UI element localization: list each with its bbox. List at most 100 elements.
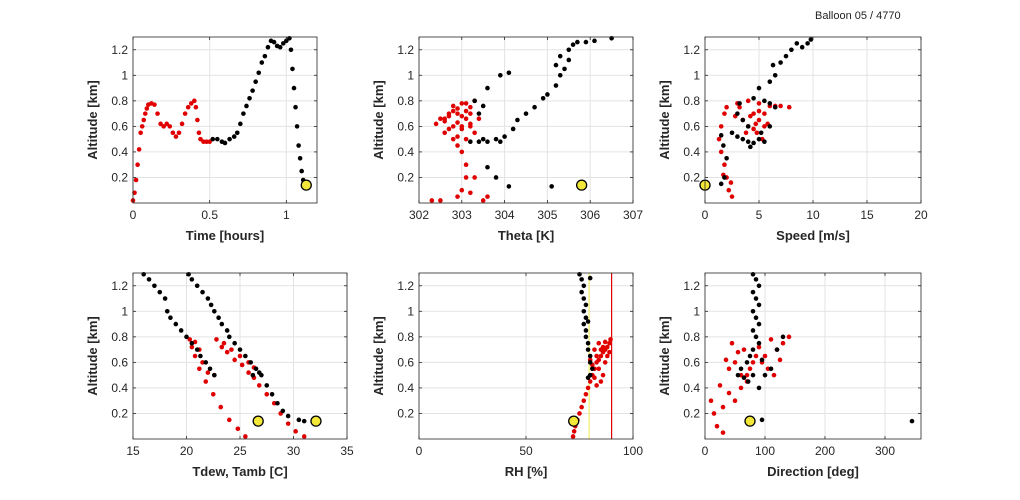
data-point <box>714 423 720 429</box>
data-point <box>745 124 751 129</box>
y-tick-label: 1.2 <box>111 43 128 57</box>
y-tick-label: 0.8 <box>397 94 414 108</box>
data-point <box>241 111 246 116</box>
data-point <box>770 62 776 68</box>
data-point <box>152 102 157 107</box>
data-point <box>750 328 756 333</box>
data-point <box>783 53 789 59</box>
data-point <box>455 120 460 125</box>
data-point <box>602 360 608 365</box>
data-point <box>229 347 234 352</box>
data-point <box>179 121 185 127</box>
data-point <box>740 136 746 142</box>
data-point <box>745 379 751 384</box>
data-point <box>463 136 469 142</box>
data-point <box>735 111 740 116</box>
series-1 <box>187 337 307 439</box>
data-point <box>446 126 452 132</box>
data-point <box>243 434 248 439</box>
y-tick-label: 0.4 <box>397 145 414 159</box>
data-point <box>459 149 465 155</box>
data-point <box>219 321 225 327</box>
data-point <box>194 347 200 352</box>
data-point <box>506 184 512 189</box>
x-tick-label: 0 <box>702 208 709 222</box>
data-point <box>745 98 751 104</box>
data-point <box>756 108 762 114</box>
data-point <box>476 111 482 116</box>
data-point <box>468 111 473 116</box>
data-point <box>264 392 270 397</box>
y-tick-label: 1 <box>407 68 414 82</box>
data-point <box>583 328 589 333</box>
data-point <box>502 134 507 139</box>
data-point <box>293 429 298 434</box>
data-point <box>433 121 439 127</box>
series-1 <box>708 334 792 435</box>
data-point <box>198 136 203 142</box>
plot-background <box>705 273 921 439</box>
y-axis-label: Altitude [km] <box>85 80 100 159</box>
data-point <box>256 383 262 388</box>
data-point <box>774 347 780 352</box>
series-2 <box>718 37 814 187</box>
data-point <box>248 360 253 365</box>
y-tick-label: 1.2 <box>683 279 700 293</box>
start-marker <box>744 415 756 427</box>
x-axis-label: Speed [m/s] <box>776 228 850 243</box>
data-point <box>716 136 722 142</box>
data-point <box>756 385 762 391</box>
data-point <box>164 309 170 314</box>
data-point <box>596 366 602 372</box>
data-point <box>246 370 251 375</box>
data-point <box>778 60 783 65</box>
data-point <box>288 47 294 53</box>
data-point <box>168 315 173 320</box>
data-point <box>585 319 591 324</box>
data-point <box>219 344 225 350</box>
data-point <box>581 296 587 301</box>
data-point <box>799 44 805 50</box>
x-tick-label: 5 <box>756 208 763 222</box>
x-tick-label: 307 <box>623 208 643 222</box>
data-point <box>762 111 767 116</box>
data-point <box>480 103 486 109</box>
data-point <box>498 73 503 78</box>
data-point <box>743 130 749 136</box>
data-point <box>178 328 184 333</box>
data-point <box>767 124 773 129</box>
y-tick-label: 1 <box>121 68 128 82</box>
data-point <box>598 353 604 359</box>
y-axis-label: Altitude [km] <box>85 316 100 395</box>
data-point <box>506 70 512 76</box>
data-point <box>200 360 205 365</box>
data-point <box>450 136 456 142</box>
data-point <box>463 101 469 106</box>
y-tick-label: 0.2 <box>683 170 700 184</box>
data-point <box>146 277 152 282</box>
data-point <box>459 124 465 129</box>
data-point <box>750 289 756 295</box>
data-point <box>718 181 724 187</box>
data-point <box>777 357 783 363</box>
data-point <box>280 41 286 46</box>
x-tick-label: 303 <box>452 208 472 222</box>
y-tick-label: 0.6 <box>683 119 700 133</box>
data-point <box>210 136 216 142</box>
chart-panel-6: 0 100 200 300 0.2 0.4 0.6 0.8 1 1.2 Direction [deg… <box>657 271 922 479</box>
data-point <box>222 140 228 146</box>
x-tick-label: 30 <box>287 444 301 458</box>
data-point <box>450 103 456 109</box>
data-point <box>446 111 452 116</box>
data-point <box>227 334 232 340</box>
y-tick-label: 1.2 <box>111 279 128 293</box>
x-tick-label: 305 <box>537 208 557 222</box>
y-tick-label: 0.8 <box>111 330 128 344</box>
data-point <box>301 434 307 439</box>
data-point <box>750 347 756 352</box>
data-point <box>759 357 765 363</box>
data-point <box>754 130 760 136</box>
data-point <box>194 283 200 289</box>
data-point <box>571 429 577 434</box>
data-point <box>780 334 786 340</box>
